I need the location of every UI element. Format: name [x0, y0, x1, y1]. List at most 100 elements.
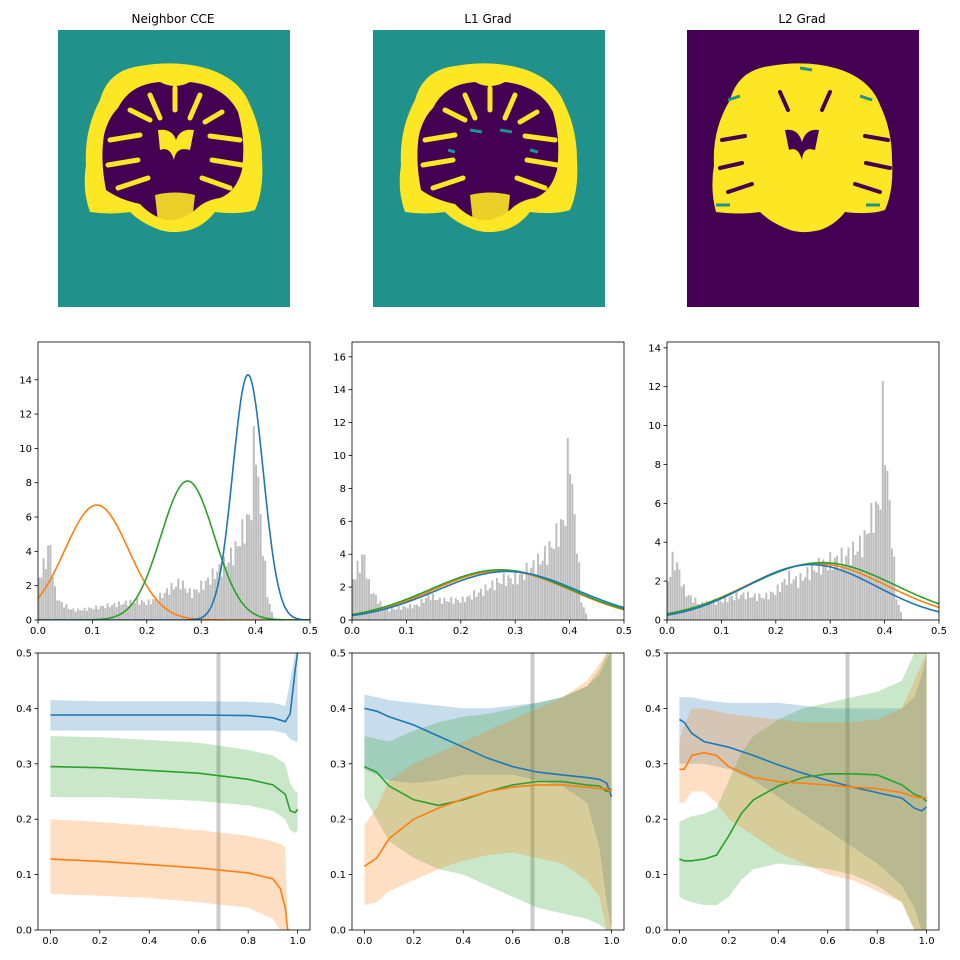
- y-tick-label: 0.3: [330, 759, 346, 770]
- histogram-bar: [502, 573, 505, 620]
- x-tick-label: 0.0: [30, 626, 46, 637]
- histogram-bar: [413, 604, 416, 620]
- histogram-bar: [193, 589, 196, 620]
- histogram-bar: [482, 595, 485, 620]
- histogram-bar: [361, 554, 364, 620]
- histogram-bar: [772, 592, 775, 620]
- histogram-bar: [245, 514, 248, 620]
- x-tick-label: 0.4: [141, 936, 157, 947]
- histogram-bar: [575, 553, 578, 620]
- histogram-bar: [252, 426, 255, 620]
- histogram-bar: [682, 584, 685, 620]
- x-tick-label: 0.4: [877, 626, 893, 637]
- histogram-bar: [842, 564, 845, 620]
- mean-line-0: [50, 653, 299, 723]
- histogram-bar: [49, 544, 52, 620]
- y-tick-label: 2: [26, 581, 32, 592]
- histogram-bar: [438, 597, 441, 620]
- histogram-bar: [386, 608, 389, 620]
- histogram-bar: [895, 599, 898, 620]
- x-tick-label: 0.3: [507, 626, 523, 637]
- histogram-bar: [815, 572, 818, 620]
- histogram-bar: [897, 604, 900, 620]
- x-tick-label: 0.6: [191, 936, 207, 947]
- histogram-bar: [138, 604, 141, 620]
- y-tick-label: 0.4: [16, 704, 32, 715]
- histogram-bar: [370, 593, 373, 620]
- histogram-bar: [865, 534, 868, 620]
- mean-line-1: [50, 765, 299, 814]
- histogram-bar: [377, 603, 380, 620]
- histogram-bar: [797, 587, 800, 620]
- histogram-bar: [356, 560, 359, 620]
- histogram-bar: [354, 579, 357, 620]
- histogram-bar: [765, 592, 768, 620]
- histogram-bar: [261, 556, 264, 620]
- axes-frame: [666, 341, 940, 621]
- histogram-bar: [259, 514, 262, 620]
- histogram-bar: [470, 599, 473, 620]
- histogram-bar: [484, 584, 487, 620]
- mean-line-2: [363, 784, 612, 867]
- histogram-bar: [495, 577, 498, 620]
- histogram-bar: [140, 600, 143, 620]
- histogram-bar: [724, 596, 727, 620]
- axes-frame: [37, 652, 311, 931]
- panel-title-neighbor-cce: Neighbor CCE: [132, 12, 215, 26]
- histogram-bar: [808, 580, 811, 620]
- histogram-bar: [111, 604, 114, 620]
- histogram-bar: [671, 551, 674, 620]
- histogram-bar: [845, 555, 848, 620]
- histogram-bar: [751, 597, 754, 620]
- y-tick-label: 6: [26, 513, 32, 524]
- brain-sulci: [420, 85, 560, 191]
- image-panel-l2-grad: [687, 30, 919, 307]
- gaussian-curve-2: [352, 570, 624, 617]
- histogram-bar: [92, 609, 95, 620]
- histogram-bar: [154, 598, 157, 620]
- confidence-band-0: [50, 653, 298, 742]
- histogram-bar: [175, 586, 178, 620]
- gaussian-curve-1: [352, 569, 624, 616]
- histogram-bar: [372, 593, 375, 620]
- histogram-bar: [381, 607, 384, 620]
- axes-frame: [666, 652, 940, 931]
- histogram-bar: [872, 532, 875, 620]
- x-tick-label: 0.3: [193, 626, 209, 637]
- histogram-bar: [537, 553, 540, 620]
- histogram-bar: [833, 557, 836, 620]
- histogram-bar: [81, 610, 84, 620]
- y-tick-label: 0: [340, 616, 346, 627]
- y-tick-label: 8: [340, 484, 346, 495]
- histogram-bar: [523, 580, 526, 620]
- histogram-bar: [395, 609, 398, 620]
- histogram-bar: [475, 596, 478, 620]
- brain-dark-ventricles: [785, 129, 819, 160]
- y-tick-label: 0.0: [16, 926, 32, 937]
- histogram-bar: [703, 606, 706, 620]
- histogram-bar: [799, 573, 802, 620]
- histogram-bar: [870, 502, 873, 620]
- mean-line-0: [364, 707, 613, 798]
- y-tick-label: 0.4: [330, 704, 346, 715]
- y-tick-label: 0.2: [645, 815, 661, 826]
- y-tick-label: 0: [26, 616, 32, 627]
- histogram-bar: [402, 606, 405, 620]
- histogram-bar: [152, 599, 155, 620]
- histogram-bar: [571, 483, 574, 620]
- histogram-bar: [425, 597, 428, 620]
- histogram-bar: [698, 604, 701, 620]
- histogram-bar: [170, 582, 173, 620]
- histogram-bar: [500, 584, 503, 620]
- histogram-bar: [409, 604, 412, 620]
- histogram-bar: [840, 547, 843, 620]
- histogram-bar: [874, 501, 877, 620]
- histogram-bar: [383, 609, 386, 620]
- x-tick-label: 0.2: [139, 626, 155, 637]
- histogram-bar: [120, 605, 123, 620]
- histogram-bar: [257, 476, 260, 620]
- histogram-bar: [202, 589, 205, 620]
- y-tick-label: 10: [19, 444, 32, 455]
- confidence-band-2: [679, 653, 927, 930]
- axes-frame: [37, 341, 311, 621]
